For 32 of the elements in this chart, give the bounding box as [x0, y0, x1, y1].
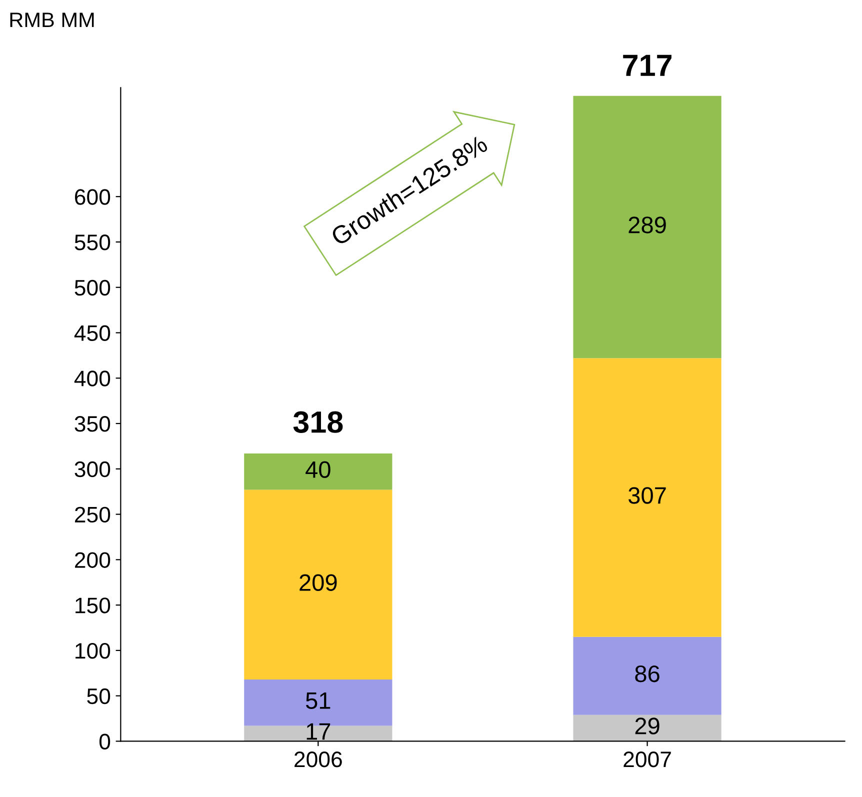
bar: [573, 714, 722, 742]
y-tick-label: 50: [87, 688, 110, 704]
y-tick-label: 0: [99, 734, 110, 750]
y-tick-label: 200: [75, 552, 110, 568]
data-label: 51: [306, 692, 330, 709]
data-label: 40: [306, 461, 330, 478]
x-tick-label: 2007: [624, 752, 671, 768]
y-tick-label: 500: [74, 280, 110, 296]
y-tick-label: 450: [74, 325, 110, 342]
y-tick-label: 400: [74, 370, 110, 386]
x-tick-label: 2006: [294, 752, 342, 768]
data-label: 17: [306, 723, 330, 740]
y-tick-label: 600: [75, 189, 110, 205]
data-label: 29: [635, 718, 660, 734]
y-tick-label: 150: [76, 598, 110, 614]
annotation: 717: [623, 54, 672, 76]
y-tick-label: 550: [74, 234, 110, 250]
data-label: 289: [628, 216, 666, 234]
annotation: 318: [293, 411, 343, 433]
y-tick-label: 300: [74, 461, 110, 478]
bar: [573, 358, 722, 637]
data-label: 86: [635, 665, 660, 682]
data-label: 307: [628, 487, 666, 504]
y-tick-label: 250: [75, 506, 110, 523]
y-tick-label: 100: [76, 642, 110, 659]
data-label: 209: [300, 574, 337, 591]
bar: [573, 636, 722, 715]
bar: [573, 96, 722, 358]
y-axis-title: RMB MM: [10, 12, 94, 28]
bar: [244, 490, 392, 680]
y-tick-label: 350: [74, 416, 110, 432]
bar: [244, 453, 392, 490]
